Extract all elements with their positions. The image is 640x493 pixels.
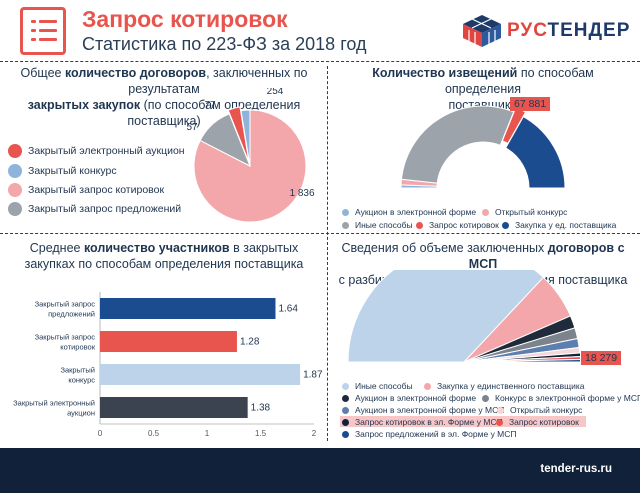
legend-dot [342, 395, 349, 403]
legend-item: Открытый конкурс [482, 207, 567, 217]
legend-item: Открытый конкурс [497, 405, 582, 415]
footer: tender-rus.ru [0, 448, 640, 493]
panel1-title: Общее количество договоров, заключенных … [20, 66, 308, 128]
slice-label: 1 836 [289, 188, 314, 199]
legend-item: Аукцион в электронной форме [342, 207, 476, 217]
legend-dot [342, 407, 349, 415]
category-label: Закрытый запрос [35, 333, 96, 342]
legend-item: Запрос предложений в эл. Форме у МСП [342, 429, 517, 439]
bar [100, 331, 237, 352]
logo-cube-icon [463, 15, 501, 47]
slice-label: 57 [186, 122, 198, 133]
legend-item: Закрытый электронный аукцион [8, 144, 185, 158]
donut-segment [504, 115, 566, 189]
pie-slice [227, 106, 250, 163]
legend-dot [482, 395, 489, 403]
category-label: аукцион [67, 409, 95, 418]
annotation-notices: 67 881 [510, 97, 551, 111]
legend-dot [497, 407, 504, 415]
bar [100, 364, 301, 385]
category-label: конкурс [68, 376, 95, 385]
category-label: Закрытый [60, 366, 95, 375]
semi-donut-smb [347, 270, 580, 363]
legend-dot [8, 202, 22, 216]
x-tick-label: 1 [205, 429, 210, 438]
panel3-title: Среднее количество участников в закрытых… [24, 241, 304, 271]
legend-dot [8, 164, 22, 178]
legend-item: Иные способы [342, 381, 413, 391]
bar [100, 397, 248, 418]
legend-item: Запрос котировок [496, 417, 579, 427]
logo-text: РУСТЕНДЕР [507, 20, 631, 41]
donut-segment [400, 105, 515, 184]
pie-chart-contracts: 77 57 1 836 254 [186, 88, 315, 223]
separator-top [0, 61, 640, 62]
legend-dot [342, 419, 349, 427]
legend-item: Закрытый конкурс [8, 164, 117, 178]
donut-segment [347, 270, 545, 363]
legend-dot [482, 209, 489, 217]
separator-vertical [327, 66, 328, 441]
legend-item: Конкурс в электронной форме у МСП [482, 393, 640, 403]
bar-value-label: 1.28 [240, 337, 260, 348]
legend-item: Запрос котировок в эл. Форме у МСП [342, 417, 503, 427]
legend-item: Закупка у ед. поставщика [502, 220, 616, 230]
legend-dot [342, 209, 349, 217]
annotation-smb: 18 279 [581, 351, 622, 365]
x-tick-label: 0.5 [148, 429, 160, 438]
bar-value-label: 1.64 [278, 304, 298, 315]
category-label: предложений [48, 310, 95, 319]
legend-dot [416, 222, 423, 230]
legend-item: Запрос котировок [416, 220, 499, 230]
legend-dot [342, 222, 349, 230]
pie1-legend: Закрытый электронный аукцион Закрытый ко… [8, 138, 208, 228]
pie2-legend: Аукцион в электронной форме Открытый кон… [342, 207, 637, 233]
legend-dot [424, 383, 431, 391]
list-icon [20, 7, 66, 55]
legend-item: Аукцион в электронной форме у МСП [342, 405, 504, 415]
pie4-legend: Иные способы Закупка у единственного пос… [340, 381, 640, 441]
bar-value-label: 1.38 [251, 403, 271, 414]
x-tick-label: 1.5 [255, 429, 267, 438]
legend-item: Закрытый запрос предложений [8, 202, 181, 216]
legend-dot [502, 222, 509, 230]
category-label: котировок [60, 343, 95, 352]
separator-middle [0, 233, 640, 234]
slice-label: 254 [267, 88, 284, 97]
legend-dot [8, 183, 22, 197]
legend-item: Закупка у единственного поставщика [424, 381, 584, 391]
x-tick-label: 2 [312, 429, 317, 438]
page-subtitle: Статистика по 223-ФЗ за 2018 год [82, 34, 367, 54]
legend-item: Иные способы [342, 220, 413, 230]
category-label: Закрытый электронный [13, 399, 95, 408]
legend-item: Аукцион в электронной форме [342, 393, 476, 403]
legend-highlight [340, 416, 586, 427]
legend-dot [8, 144, 22, 158]
semi-donut-notices [400, 105, 566, 189]
legend-item: Закрытый запрос котировок [8, 183, 164, 197]
x-tick-label: 0 [98, 429, 103, 438]
slice-label: 77 [204, 100, 216, 111]
bar-value-label: 1.87 [303, 370, 323, 381]
footer-site-link[interactable]: tender-rus.ru [540, 463, 612, 475]
bar [100, 298, 276, 319]
category-label: Закрытый запрос [35, 300, 96, 309]
legend-dot [342, 431, 349, 439]
pie-slice [199, 113, 251, 168]
legend-dot [496, 419, 503, 427]
donut-segment [468, 359, 580, 363]
page-title: Запрос котировок [82, 6, 288, 32]
legend-dot [342, 383, 349, 391]
